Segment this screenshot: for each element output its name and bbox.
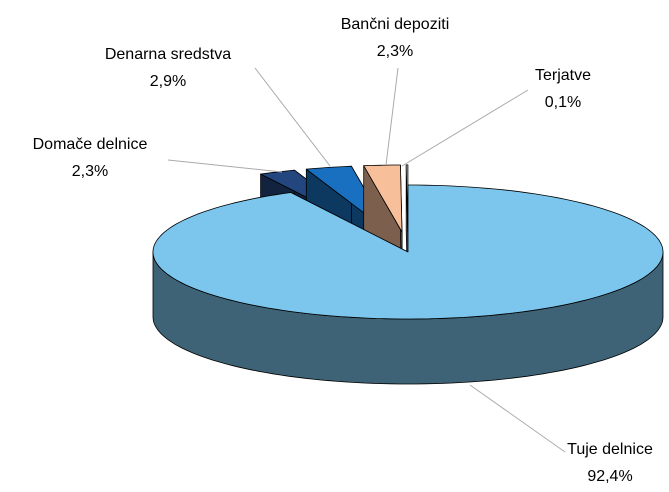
slice: [363, 164, 403, 233]
slice-label: Denarna sredstva: [105, 46, 231, 63]
slice-label: Terjatve: [535, 67, 591, 84]
slice-value-label: 2,3%: [72, 163, 108, 180]
slice-label: Domače delnice: [33, 136, 148, 153]
slice-value-label: 2,9%: [150, 73, 186, 90]
leader-line: [385, 67, 399, 166]
leader-line: [469, 384, 566, 453]
slice-value-label: 0,1%: [545, 94, 581, 111]
leader-line: [167, 159, 283, 173]
slice: [152, 184, 664, 320]
leader-line: [254, 67, 331, 167]
slice-value-label: 92,4%: [587, 468, 632, 485]
slice-label: Bančni depoziti: [341, 16, 450, 33]
slice-label: Tuje delnice: [567, 441, 653, 458]
leader-line: [401, 89, 529, 167]
slice-value-label: 2,3%: [377, 43, 413, 60]
